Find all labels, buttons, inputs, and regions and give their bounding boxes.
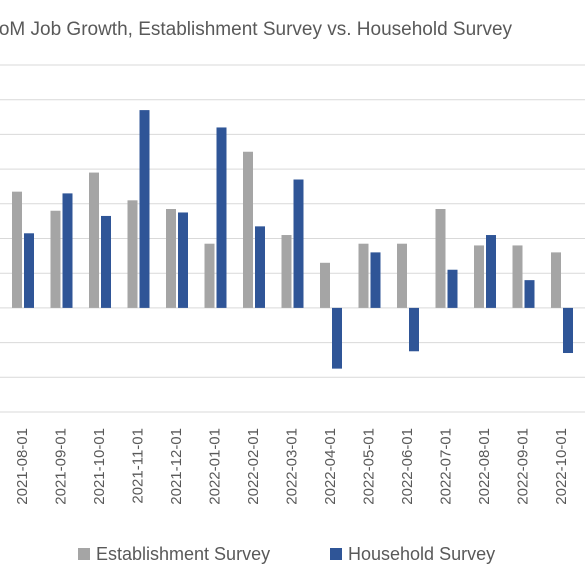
bar: [216, 127, 227, 308]
x-tick-label: 2021-12-01: [168, 428, 185, 505]
bar: [332, 307, 342, 369]
x-tick-label: 2022-07-01: [437, 428, 454, 505]
bar: [101, 215, 111, 308]
bar: [370, 252, 381, 308]
x-tick-label: 2021-10-01: [91, 428, 108, 505]
bar: [204, 243, 215, 308]
legend-swatch: [78, 548, 90, 560]
bar: [12, 191, 22, 308]
bar: [397, 243, 407, 308]
legend-label: Household Survey: [348, 544, 495, 564]
bar: [281, 235, 292, 308]
x-tick-label: 2021-08-01: [14, 428, 31, 505]
x-tick-label: 2022-08-01: [476, 428, 493, 505]
x-tick-label: 2022-06-01: [399, 428, 416, 505]
bar: [178, 212, 188, 308]
bar: [62, 193, 73, 308]
chart-title: MoM Job Growth, Establishment Survey vs.…: [0, 19, 513, 40]
bar: [243, 151, 253, 308]
bar: [127, 200, 138, 308]
bar: [358, 243, 369, 308]
bar: [293, 179, 304, 308]
bar: [551, 252, 561, 308]
bar: [320, 262, 330, 308]
x-tick-label: 2022-03-01: [283, 428, 300, 505]
x-tick-label: 2021-09-01: [52, 428, 69, 505]
bar: [474, 245, 484, 308]
legend-swatch: [330, 548, 342, 560]
bar: [89, 172, 99, 308]
bar: [447, 269, 458, 308]
x-tick-label: 2022-04-01: [322, 428, 339, 505]
bar: [435, 209, 446, 308]
bar: [50, 210, 61, 308]
x-tick-label: 2022-10-01: [553, 428, 570, 505]
bar: [255, 226, 265, 308]
x-tick-label: 2021-11-01: [129, 428, 146, 504]
bar: [24, 233, 34, 308]
bar: [409, 307, 419, 352]
x-tick-label: 2022-02-01: [245, 428, 262, 505]
x-tick-label: 2022-05-01: [360, 428, 377, 505]
bar: [486, 235, 496, 308]
bar: [512, 245, 523, 308]
bar: [166, 209, 176, 308]
legend-label: Establishment Survey: [96, 544, 270, 564]
x-tick-label: 2022-09-01: [514, 428, 531, 505]
bar: [563, 307, 573, 354]
bar: [524, 280, 535, 308]
bar: [139, 110, 150, 308]
x-tick-label: 2022-01-01: [206, 428, 223, 505]
